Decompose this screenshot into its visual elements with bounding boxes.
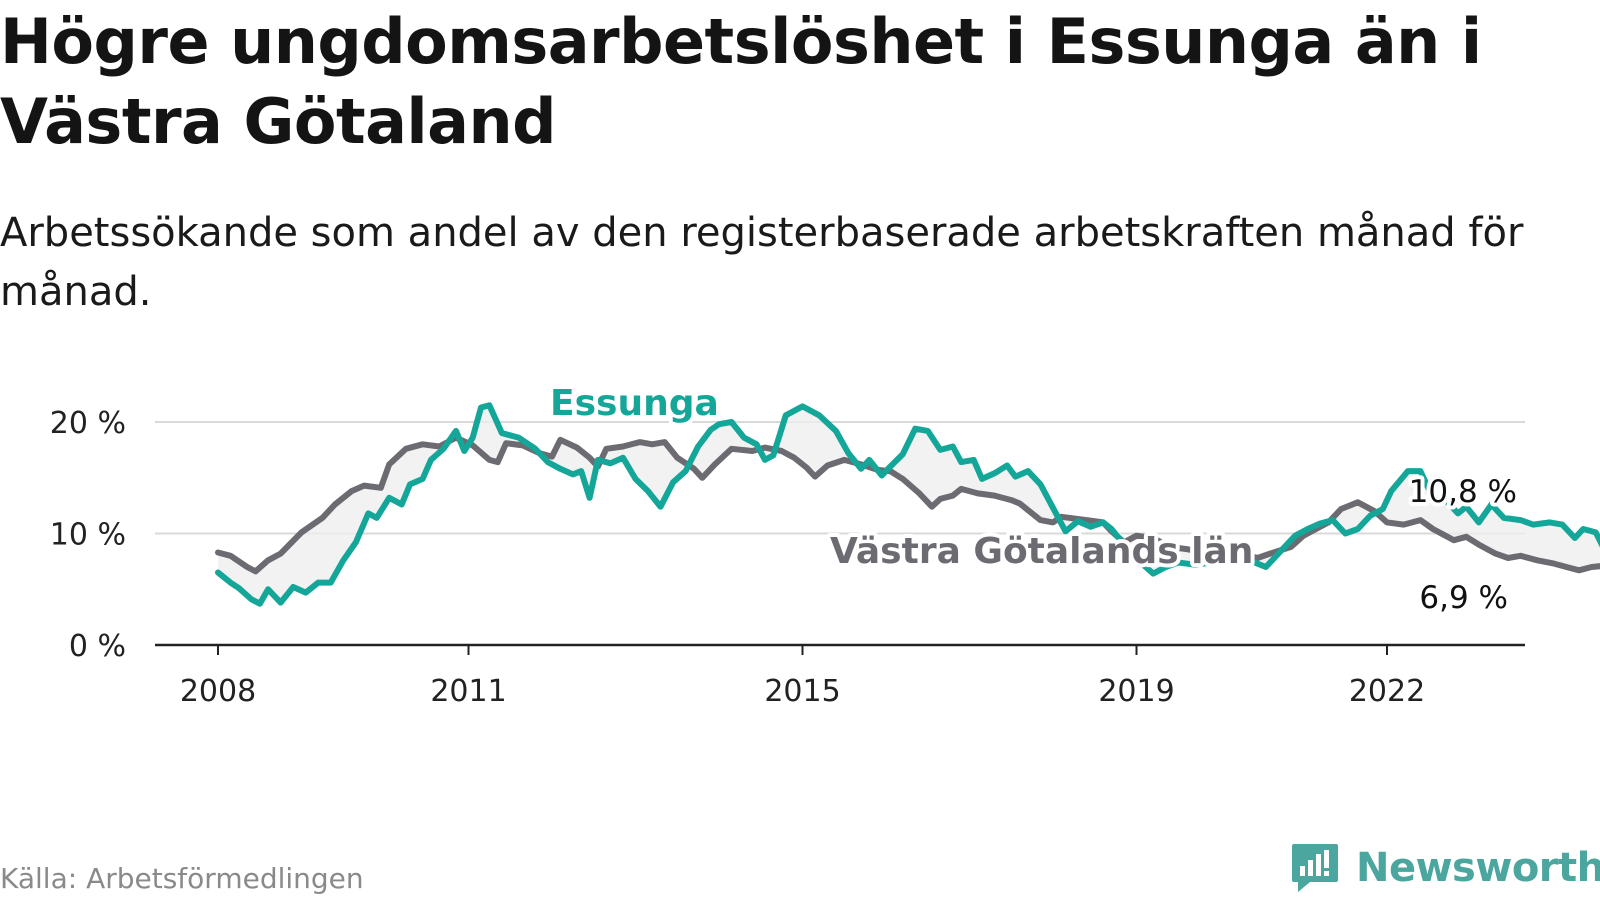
series-label-vastra-gotaland: Västra Götalands län: [830, 531, 1253, 572]
series-label-essunga: Essunga: [550, 383, 719, 424]
series-line-essunga: [215, 402, 1600, 607]
y-tick-label: 10 %: [50, 518, 126, 553]
chart-subtitle: Arbetssökande som andel av den registerb…: [0, 210, 1524, 315]
end-value-vastra-gotaland: 6,9 %: [1419, 580, 1508, 616]
x-tick-label: 2008: [180, 674, 256, 709]
x-tick-label: 2011: [430, 674, 506, 709]
brand-logo[interactable]: Newsworthy: [1290, 842, 1600, 894]
y-tick-label: 20 %: [50, 406, 126, 441]
gap-shading: [218, 405, 1600, 604]
end-value-essunga: 10,8 %: [1409, 474, 1517, 510]
brand-name: Newsworthy: [1356, 845, 1600, 891]
source-note: Källa: Arbetsförmedlingen: [0, 862, 364, 895]
chart-title: Högre ungdomsarbetslöshet i Essunga än i…: [0, 5, 1482, 158]
x-tick-label: 2019: [1098, 674, 1174, 709]
x-tick-label: 2015: [764, 674, 840, 709]
line-chart: 0 % 10 % 20 % 2008 2011 2015 2019 2022 Essunga V…: [49, 383, 1600, 709]
y-tick-label: 0 %: [69, 629, 126, 664]
x-tick-label: 2022: [1349, 674, 1425, 709]
newsworthy-logo-icon: [1292, 844, 1338, 892]
